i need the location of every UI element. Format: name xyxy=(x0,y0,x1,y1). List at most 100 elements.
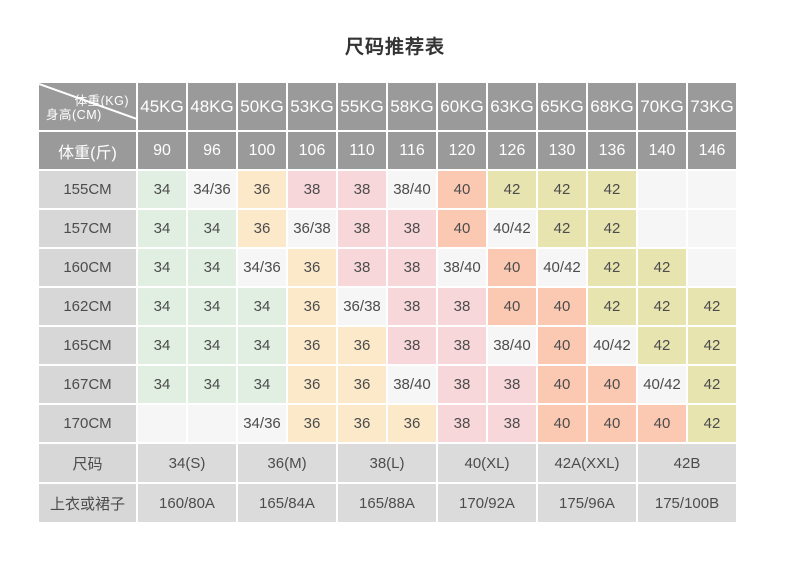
size-cell: 34 xyxy=(138,171,186,208)
weight-jin-cell: 130 xyxy=(538,132,586,169)
size-cell: 42 xyxy=(588,288,636,325)
size-cell: 40 xyxy=(588,405,636,442)
size-cell: 40 xyxy=(438,171,486,208)
size-code-cell: 34(S) xyxy=(138,444,236,482)
size-cell: 34 xyxy=(188,210,236,247)
size-cell: 34 xyxy=(138,249,186,286)
size-cell xyxy=(138,405,186,442)
garment-spec-cell: 160/80A xyxy=(138,484,236,522)
size-cell: 42 xyxy=(588,210,636,247)
garment-spec-cell: 165/88A xyxy=(338,484,436,522)
size-code-cell: 42A(XXL) xyxy=(538,444,636,482)
size-code-row-label: 尺码 xyxy=(39,444,136,482)
size-cell: 34 xyxy=(138,327,186,364)
weight-jin-cell: 116 xyxy=(388,132,436,169)
size-cell: 42 xyxy=(688,288,736,325)
size-cell: 38 xyxy=(438,366,486,403)
size-cell: 40 xyxy=(638,405,686,442)
page-title: 尺码推荐表 xyxy=(344,37,445,58)
size-cell: 40 xyxy=(538,327,586,364)
size-cell: 42 xyxy=(688,405,736,442)
size-cell: 34 xyxy=(238,366,286,403)
size-code-cell: 36(M) xyxy=(238,444,336,482)
height-row-160cm: 160CM 34 34 34/36 36 38 38 38/40 40 40/42 42 42 xyxy=(39,249,736,286)
corner-height-label: 身高(CM) xyxy=(46,108,102,122)
size-cell: 42 xyxy=(638,288,686,325)
size-cell: 38 xyxy=(388,210,436,247)
weight-kg-header-row: 体重(KG) 身高(CM) 45KG 48KG 50KG 53KG 55KG 58KG 60… xyxy=(39,83,736,130)
weight-kg-cell: 65KG xyxy=(538,83,586,130)
size-cell: 36 xyxy=(338,405,386,442)
weight-jin-header-row: 体重(斤) 90 96 100 106 110 116 120 126 130 136 140 146 xyxy=(39,132,736,169)
size-code-cell: 42B xyxy=(638,444,736,482)
weight-jin-cell: 106 xyxy=(288,132,336,169)
size-cell: 38/40 xyxy=(388,366,436,403)
size-cell: 40 xyxy=(488,249,536,286)
weight-kg-cell: 60KG xyxy=(438,83,486,130)
garment-spec-row: 上衣或裙子 160/80A 165/84A 165/88A 170/92A 175/96A… xyxy=(39,484,736,522)
garment-spec-cell: 165/84A xyxy=(238,484,336,522)
size-cell: 42 xyxy=(538,210,586,247)
size-cell: 34 xyxy=(238,327,286,364)
height-row-165cm: 165CM 34 34 34 36 36 38 38 38/40 40 40/42 42 42 xyxy=(39,327,736,364)
garment-spec-cell: 175/96A xyxy=(538,484,636,522)
size-cell: 38 xyxy=(338,210,386,247)
size-cell: 42 xyxy=(588,249,636,286)
weight-jin-cell: 96 xyxy=(188,132,236,169)
weight-kg-cell: 68KG xyxy=(588,83,636,130)
size-cell: 34 xyxy=(188,249,236,286)
size-cell xyxy=(638,210,686,247)
weight-kg-cell: 63KG xyxy=(488,83,536,130)
size-cell xyxy=(188,405,236,442)
garment-spec-cell: 175/100B xyxy=(638,484,736,522)
size-cell: 40 xyxy=(488,288,536,325)
size-cell: 36/38 xyxy=(288,210,336,247)
size-cell: 40 xyxy=(538,288,586,325)
size-cell: 40/42 xyxy=(638,366,686,403)
height-label: 155CM xyxy=(39,171,136,208)
size-cell: 40 xyxy=(538,405,586,442)
size-cell: 38 xyxy=(338,171,386,208)
weight-kg-cell: 58KG xyxy=(388,83,436,130)
weight-jin-cell: 120 xyxy=(438,132,486,169)
size-cell: 40 xyxy=(588,366,636,403)
size-cell xyxy=(688,249,736,286)
size-cell: 42 xyxy=(588,171,636,208)
height-label: 165CM xyxy=(39,327,136,364)
size-cell: 34 xyxy=(138,288,186,325)
height-row-155cm: 155CM 34 34/36 36 38 38 38/40 40 42 42 42 xyxy=(39,171,736,208)
size-cell: 34/36 xyxy=(188,171,236,208)
weight-kg-cell: 70KG xyxy=(638,83,686,130)
size-cell: 42 xyxy=(488,171,536,208)
weight-jin-cell: 100 xyxy=(238,132,286,169)
size-cell: 36 xyxy=(288,405,336,442)
size-cell xyxy=(688,210,736,247)
size-cell: 34 xyxy=(138,366,186,403)
weight-kg-cell: 45KG xyxy=(138,83,186,130)
weight-kg-cell: 50KG xyxy=(238,83,286,130)
size-cell: 38 xyxy=(438,327,486,364)
weight-jin-cell: 90 xyxy=(138,132,186,169)
corner-cell: 体重(KG) 身高(CM) xyxy=(39,83,136,130)
size-cell: 38 xyxy=(388,327,436,364)
height-row-167cm: 167CM 34 34 34 36 36 38/40 38 38 40 40 40/42 42 xyxy=(39,366,736,403)
size-chart-table: 体重(KG) 身高(CM) 45KG 48KG 50KG 53KG 55KG 58KG 60… xyxy=(37,81,738,524)
height-label: 162CM xyxy=(39,288,136,325)
size-cell: 38 xyxy=(488,405,536,442)
size-cell: 36/38 xyxy=(338,288,386,325)
size-cell: 38/40 xyxy=(388,171,436,208)
size-cell: 38 xyxy=(338,249,386,286)
size-cell: 36 xyxy=(288,288,336,325)
garment-spec-cell: 170/92A xyxy=(438,484,536,522)
size-cell: 34 xyxy=(188,288,236,325)
garment-spec-row-label: 上衣或裙子 xyxy=(39,484,136,522)
size-cell: 36 xyxy=(238,210,286,247)
size-cell: 36 xyxy=(338,327,386,364)
size-cell: 34/36 xyxy=(238,405,286,442)
height-label: 157CM xyxy=(39,210,136,247)
size-cell: 42 xyxy=(538,171,586,208)
size-cell: 42 xyxy=(688,327,736,364)
size-code-cell: 38(L) xyxy=(338,444,436,482)
weight-kg-cell: 73KG xyxy=(688,83,736,130)
size-cell xyxy=(688,171,736,208)
